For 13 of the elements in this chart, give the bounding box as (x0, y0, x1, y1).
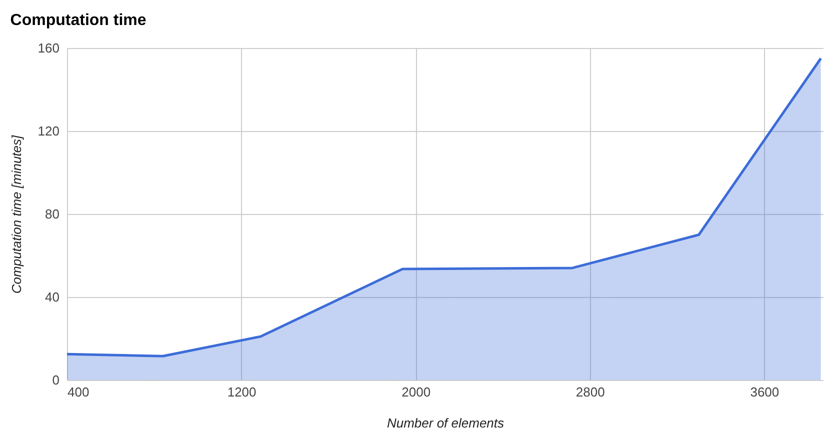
y-tick-label: 120 (38, 124, 60, 138)
y-tick-label: 40 (45, 290, 60, 304)
y-tick-label: 160 (38, 40, 60, 56)
x-tick-label: 2800 (576, 384, 605, 400)
x-tick-label: 3600 (750, 384, 780, 400)
y-axis-title: Computation time [minutes] (8, 134, 24, 294)
y-tick-label: 0 (52, 372, 60, 388)
x-tick-label: 400 (68, 384, 90, 400)
chart-title: Computation time (10, 12, 146, 29)
y-tick-label: 80 (45, 206, 60, 222)
x-axis-title: Number of elements (386, 416, 505, 430)
x-tick-label: 1200 (227, 384, 256, 400)
x-tick-label: 2000 (402, 384, 431, 400)
